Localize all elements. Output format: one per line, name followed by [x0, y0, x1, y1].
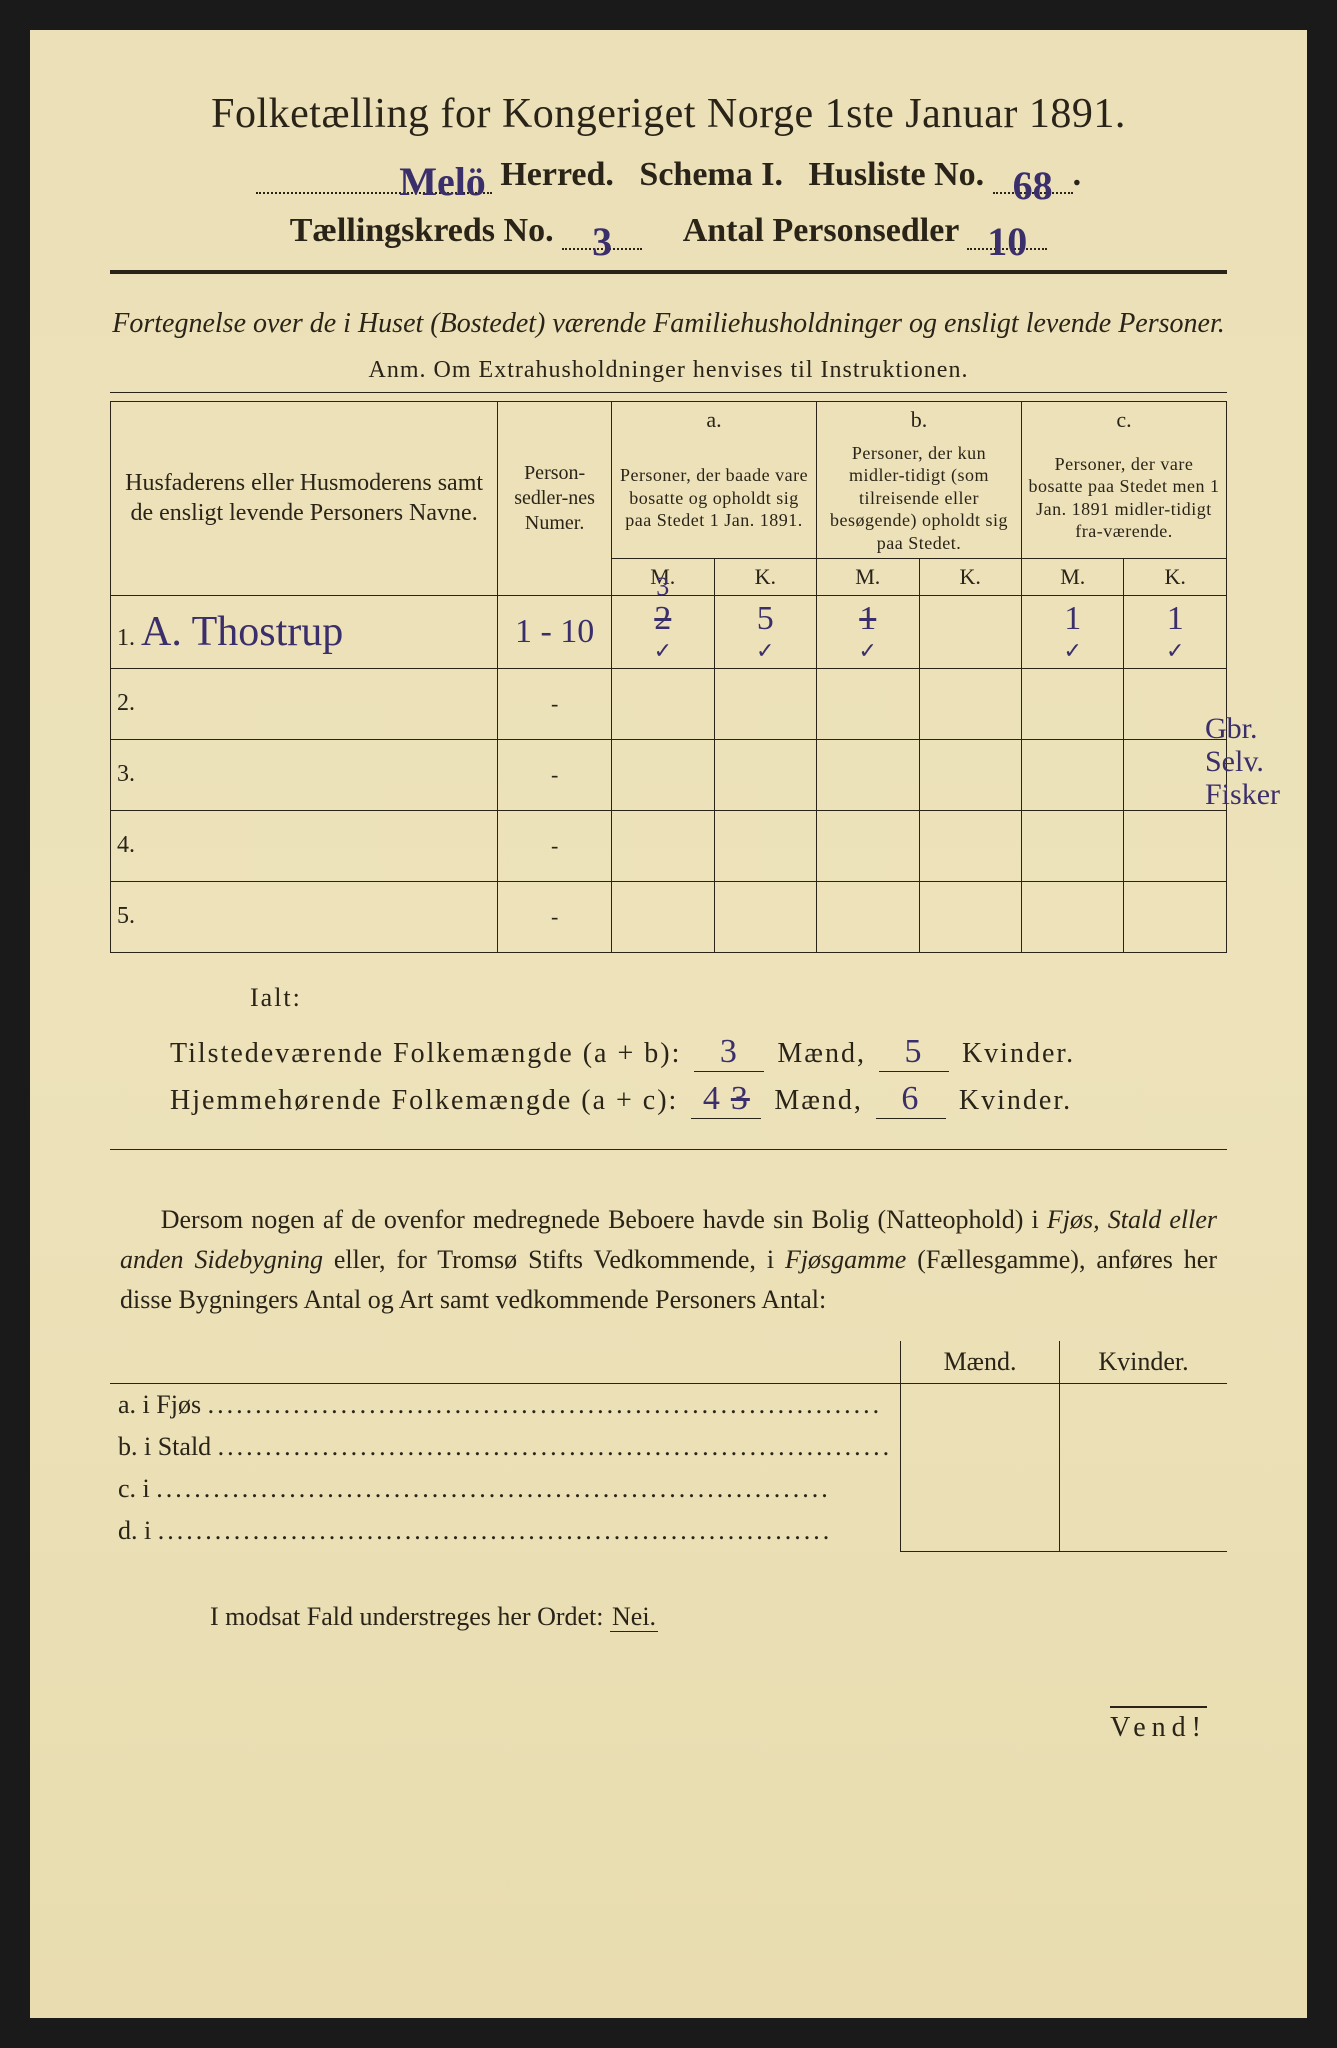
margin-annotation: Gbr. Selv. Fisker	[1205, 712, 1315, 811]
col-kvinder: Kvinder.	[1059, 1341, 1227, 1384]
sum-resident-m: 4	[703, 1080, 722, 1117]
row-label: a. i Fjøs	[118, 1390, 201, 1419]
antal-value: 10	[987, 219, 1027, 264]
form-subtitle: Fortegnelse over de i Huset (Bostedet) v…	[110, 304, 1227, 343]
col-header-c-top: c.	[1021, 402, 1226, 438]
col-b-m: M.	[817, 559, 919, 596]
sum-present: Tilstedeværende Folkemængde (a + b): 3 M…	[170, 1033, 1227, 1072]
herred-field: Melö	[256, 158, 492, 194]
turn-over: Vend!	[110, 1712, 1227, 1744]
husliste-field: 68	[993, 162, 1073, 194]
row-number: 5.	[117, 903, 141, 929]
sum-resident-m-struck: 3	[731, 1080, 750, 1117]
col-header-b: Personer, der kun midler-tidigt (som til…	[817, 438, 1022, 559]
table-row: 2. -	[111, 668, 1227, 739]
cell: -	[498, 810, 612, 881]
sum-resident-k: 6	[901, 1080, 920, 1117]
outbuilding-header: Mænd. Kvinder.	[110, 1341, 1227, 1384]
schema-label: Schema I.	[639, 156, 783, 193]
table-body: 1.A. Thostrup 1 - 10 3 2 ✓ 5✓ 1✓ 1✓ 1✓ 2…	[111, 595, 1227, 952]
household-table: Husfaderens eller Husmoderens samt de en…	[110, 401, 1227, 953]
cell: -	[498, 739, 612, 810]
sum-present-m: 3	[720, 1033, 739, 1070]
col-header-a-top: a.	[612, 402, 817, 438]
antal-field: 10	[967, 218, 1047, 250]
kreds-field: 3	[562, 218, 642, 250]
divider	[110, 392, 1227, 393]
herred-value: Melö	[399, 159, 486, 204]
col-c-m: M.	[1021, 559, 1123, 596]
nei-word: Nei.	[610, 1602, 658, 1632]
herred-label: Herred.	[500, 156, 614, 193]
col-header-b-top: b.	[817, 402, 1022, 438]
kreds-label: Tællingskreds No.	[290, 212, 554, 249]
census-form-page: Folketælling for Kongeriget Norge 1ste J…	[30, 30, 1307, 2018]
outbuilding-paragraph: Dersom nogen af de ovenfor medregnede Be…	[120, 1200, 1217, 1321]
divider	[110, 270, 1227, 274]
ialt-label: Ialt:	[250, 983, 1227, 1013]
sum-resident: Hjemmehørende Folkemængde (a + c): 4 3 M…	[170, 1080, 1227, 1119]
row-number: 2.	[117, 690, 141, 716]
table-row: 4. -	[111, 810, 1227, 881]
outbuilding-row: b. i Stald	[110, 1426, 1227, 1468]
divider	[110, 1149, 1227, 1150]
table-row: 5. -	[111, 881, 1227, 952]
cell-c-m: 1✓	[1021, 595, 1123, 668]
person-numbers: 1 - 10	[515, 613, 594, 650]
row-label: c. i	[118, 1474, 150, 1503]
cell-a-m: 3 2 ✓	[612, 595, 714, 668]
sum-present-k: 5	[904, 1033, 923, 1070]
form-note: Anm. Om Extrahusholdninger henvises til …	[110, 357, 1227, 384]
outbuilding-row: a. i Fjøs	[110, 1383, 1227, 1426]
nei-line: I modsat Fald understreges her Ordet: Ne…	[210, 1602, 1227, 1632]
page-title: Folketælling for Kongeriget Norge 1ste J…	[110, 90, 1227, 138]
col-a-k: K.	[714, 559, 816, 596]
cell-a-k: 5✓	[714, 595, 816, 668]
outbuilding-row: d. i	[110, 1510, 1227, 1552]
header-line-2: Melö Herred. Schema I. Husliste No. 68.	[110, 156, 1227, 194]
row-number: 1.	[117, 625, 141, 651]
table-row: 3. -	[111, 739, 1227, 810]
col-maend: Mænd.	[901, 1341, 1060, 1384]
husliste-value: 68	[1013, 163, 1053, 208]
col-header-a: Personer, der baade vare bosatte og opho…	[612, 438, 817, 559]
outbuilding-row: c. i	[110, 1468, 1227, 1510]
cell-c-k: 1✓	[1124, 595, 1227, 668]
col-header-number: Person-sedler-nes Numer.	[498, 402, 612, 596]
row-label: d. i	[118, 1516, 151, 1545]
antal-label: Antal Personsedler	[683, 212, 959, 249]
table-row: 1.A. Thostrup 1 - 10 3 2 ✓ 5✓ 1✓ 1✓ 1✓	[111, 595, 1227, 668]
husliste-label: Husliste No.	[808, 156, 984, 193]
col-header-name: Husfaderens eller Husmoderens samt de en…	[111, 402, 498, 596]
kreds-value: 3	[592, 219, 612, 264]
outbuilding-table: Mænd. Kvinder. a. i Fjøs b. i Stald c. i…	[110, 1341, 1227, 1553]
cell: -	[498, 881, 612, 952]
householder-name: A. Thostrup	[141, 609, 343, 655]
row-number: 3.	[117, 761, 141, 787]
col-header-c: Personer, der vare bosatte paa Stedet me…	[1021, 438, 1226, 559]
col-b-k: K.	[919, 559, 1021, 596]
cell-b-m: 1✓	[817, 595, 919, 668]
row-number: 4.	[117, 832, 141, 858]
cell-b-k	[919, 595, 1021, 668]
col-c-k: K.	[1124, 559, 1227, 596]
cell: -	[498, 668, 612, 739]
row-label: b. i Stald	[118, 1432, 211, 1461]
header-line-3: Tællingskreds No. 3 Antal Personsedler 1…	[110, 212, 1227, 250]
